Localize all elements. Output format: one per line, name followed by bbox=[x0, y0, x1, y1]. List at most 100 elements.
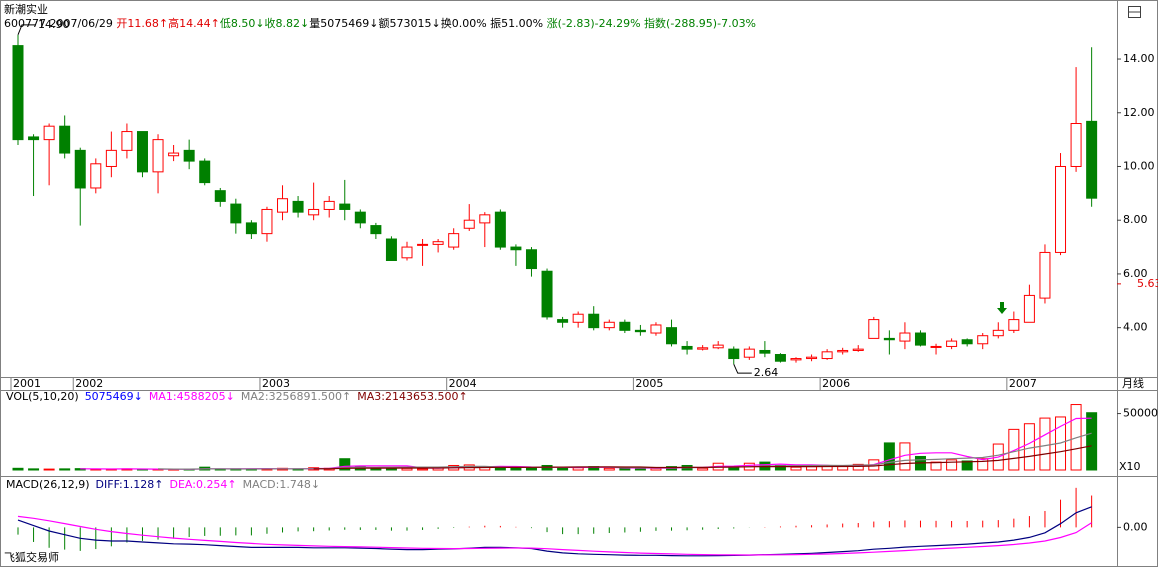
period-label: 月线 bbox=[1122, 376, 1144, 390]
candle-body bbox=[308, 208, 320, 216]
candle-body bbox=[59, 125, 71, 154]
candle-body bbox=[681, 345, 693, 350]
annotation-label: 14.90 bbox=[38, 18, 70, 31]
info-item: 高14.44↑ bbox=[168, 16, 220, 30]
info-item: 开11.68↑ bbox=[116, 17, 168, 30]
candle-body bbox=[961, 339, 973, 345]
legend-entry: MA2:3256891.500↑ bbox=[241, 390, 351, 403]
candle-body bbox=[837, 349, 849, 353]
candle-body bbox=[292, 200, 304, 213]
legend-entry: DIFF:1.128↑ bbox=[96, 478, 164, 491]
legend-entry: MA1:4588205↓ bbox=[149, 390, 235, 403]
candle-body bbox=[743, 348, 755, 358]
volume-bar bbox=[930, 461, 942, 471]
candle-body bbox=[43, 125, 55, 141]
candle-body bbox=[572, 313, 584, 323]
layout-icon[interactable] bbox=[1128, 6, 1141, 18]
volume-bar bbox=[961, 460, 973, 471]
y-tick-label: 8.00 bbox=[1123, 213, 1148, 226]
volume-bar bbox=[946, 459, 958, 471]
scale-label: X10 bbox=[1119, 460, 1141, 473]
candle-body bbox=[588, 313, 600, 329]
candle-body bbox=[697, 347, 709, 350]
candle-body bbox=[199, 160, 211, 184]
candle-body bbox=[992, 329, 1004, 337]
volume-bar bbox=[634, 468, 646, 471]
candle-body bbox=[914, 332, 926, 346]
candle-body bbox=[541, 270, 553, 318]
candle-body bbox=[448, 233, 460, 248]
candle-body bbox=[385, 238, 397, 261]
info-item: 指数(-288.95)-7.03% bbox=[641, 16, 756, 30]
candle-body bbox=[417, 243, 429, 246]
candle-body bbox=[619, 321, 631, 331]
candle-body bbox=[121, 131, 133, 151]
candle-body bbox=[230, 203, 242, 224]
candle-body bbox=[74, 149, 86, 189]
candle-body bbox=[510, 246, 522, 251]
volume-bar bbox=[977, 458, 989, 471]
volume-bar bbox=[1086, 412, 1098, 471]
info-item: 额573015↓ bbox=[378, 17, 440, 30]
volume-bar bbox=[557, 467, 569, 471]
candle-body bbox=[899, 332, 911, 342]
candle-body bbox=[666, 327, 678, 345]
series-line bbox=[17, 506, 1092, 557]
volume-bar bbox=[525, 467, 537, 471]
candle-body bbox=[339, 203, 351, 210]
volume-bar bbox=[510, 467, 522, 471]
candle-body bbox=[634, 329, 646, 333]
info-item: 换0.00% bbox=[441, 16, 487, 30]
candle-body bbox=[12, 45, 24, 141]
annotation-leader bbox=[17, 24, 36, 36]
candle-body bbox=[105, 149, 117, 167]
candle-body bbox=[1023, 294, 1035, 323]
x-tick-label: 2004 bbox=[449, 377, 477, 390]
candle-body bbox=[1086, 120, 1098, 199]
info-line: 600777 2007/06/29 开11.68↑高14.44↑低8.50↓收8… bbox=[4, 16, 756, 30]
series-line bbox=[17, 515, 1092, 556]
candle-body bbox=[479, 214, 491, 224]
candle-body bbox=[650, 324, 662, 334]
volume-bar bbox=[339, 458, 351, 471]
volume-bar bbox=[59, 468, 71, 471]
x-tick-label: 2007 bbox=[1009, 377, 1037, 390]
candle-body bbox=[883, 337, 895, 341]
legend: VOL(5,10,20) 5075469↓ MA1:4588205↓ MA2:3256… bbox=[6, 390, 468, 403]
info-item: 收8.82↓ bbox=[265, 16, 310, 30]
price-marker-label: 5.63 bbox=[1137, 277, 1158, 290]
candle-body bbox=[261, 208, 273, 235]
legend-entry: MA3:2143653.500↑ bbox=[357, 390, 467, 403]
volume-bar bbox=[43, 468, 55, 471]
candle-body bbox=[370, 225, 382, 235]
x-tick-label: 2005 bbox=[635, 377, 663, 390]
stock-title: 新潮实业 bbox=[4, 2, 48, 16]
candle-body bbox=[1070, 123, 1082, 167]
legend-entry: MACD:1.748↓ bbox=[243, 478, 320, 491]
y-tick-label: 4.00 bbox=[1123, 321, 1148, 334]
y-tick-label: 10.00 bbox=[1123, 159, 1155, 172]
volume-bar bbox=[417, 468, 429, 471]
candle-body bbox=[774, 354, 786, 362]
candle-body bbox=[728, 348, 740, 360]
info-item: 涨(-2.83)-24.29% bbox=[543, 17, 640, 30]
volume-bar bbox=[1008, 428, 1020, 471]
volume-bar bbox=[837, 466, 849, 471]
candle-body bbox=[930, 345, 942, 348]
volume-bar bbox=[883, 442, 895, 471]
candle-body bbox=[806, 356, 818, 360]
candle-body bbox=[790, 358, 802, 361]
info-item: 量5075469↓ bbox=[309, 17, 378, 30]
volume-bar bbox=[619, 467, 631, 471]
volume-bar bbox=[12, 467, 24, 471]
signal-arrow bbox=[997, 302, 1007, 314]
candle-body bbox=[852, 348, 864, 351]
volume-bar bbox=[790, 466, 802, 471]
info-item: 600777 2007/06/29 bbox=[4, 17, 116, 30]
candle-body bbox=[183, 149, 195, 162]
legend-title: MACD(26,12,9) bbox=[6, 478, 90, 491]
y-tick-label: 12.00 bbox=[1123, 106, 1155, 119]
candle-body bbox=[1008, 319, 1020, 331]
x-tick-label: 2001 bbox=[13, 377, 41, 390]
